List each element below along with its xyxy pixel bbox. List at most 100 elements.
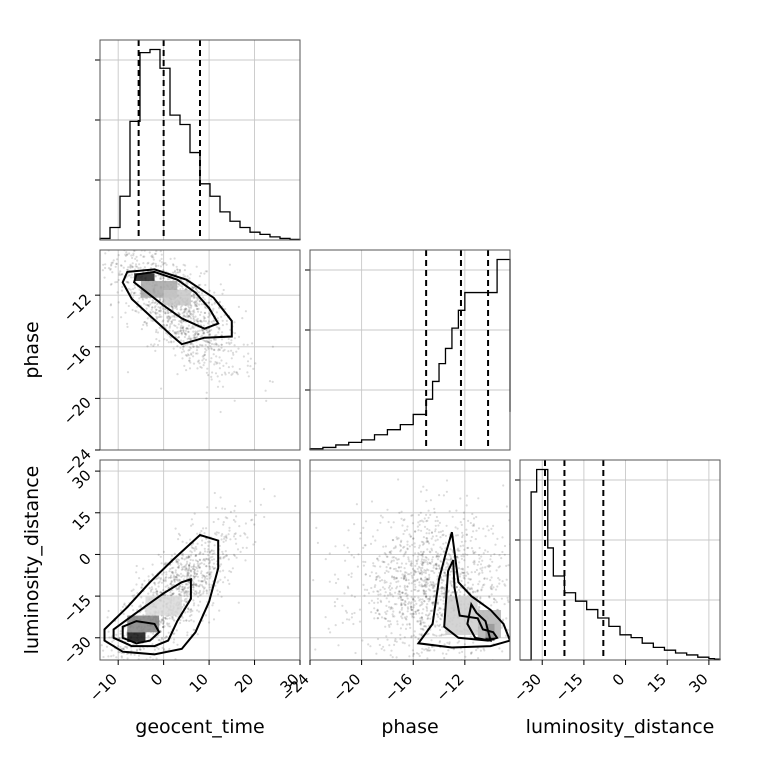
scatter-point bbox=[462, 544, 465, 547]
scatter-point bbox=[208, 583, 211, 586]
scatter-point bbox=[210, 348, 213, 351]
scatter-point bbox=[107, 630, 110, 633]
scatter-point bbox=[187, 556, 190, 559]
scatter-point bbox=[188, 556, 191, 559]
scatter-point bbox=[417, 637, 420, 640]
scatter-point bbox=[249, 365, 252, 368]
scatter-point bbox=[425, 625, 428, 628]
scatter-point bbox=[223, 314, 226, 317]
scatter-point bbox=[183, 308, 186, 311]
scatter-point bbox=[187, 315, 190, 318]
scatter-point bbox=[426, 603, 429, 606]
scatter-point bbox=[442, 574, 445, 578]
scatter-point bbox=[111, 640, 114, 643]
scatter-point bbox=[207, 562, 211, 565]
scatter-point bbox=[367, 592, 370, 595]
scatter-point bbox=[195, 349, 199, 352]
scatter-point bbox=[233, 399, 236, 402]
scatter-point bbox=[192, 583, 195, 586]
scatter-point bbox=[163, 594, 166, 597]
scatter-point bbox=[213, 348, 216, 351]
scatter-point bbox=[329, 631, 332, 634]
scatter-point bbox=[129, 288, 132, 291]
scatter-point bbox=[448, 558, 451, 561]
scatter-point bbox=[461, 531, 464, 534]
scatter-point bbox=[185, 619, 188, 622]
scatter-point bbox=[193, 296, 196, 299]
scatter-point bbox=[426, 548, 429, 551]
scatter-point bbox=[448, 573, 451, 576]
scatter-point bbox=[124, 253, 127, 256]
scatter-point bbox=[333, 605, 337, 608]
scatter-point bbox=[389, 607, 392, 611]
scatter-point bbox=[377, 590, 380, 593]
scatter-point bbox=[181, 285, 184, 288]
scatter-point bbox=[398, 511, 401, 514]
scatter-point bbox=[164, 578, 167, 582]
scatter-point bbox=[179, 329, 182, 332]
scatter-point bbox=[168, 305, 171, 308]
scatter-point bbox=[220, 315, 223, 318]
scatter-point bbox=[107, 267, 111, 270]
scatter-point bbox=[418, 544, 421, 547]
scatter-point bbox=[450, 557, 453, 560]
scatter-point bbox=[381, 560, 384, 563]
scatter-point bbox=[186, 634, 189, 637]
scatter-point bbox=[375, 577, 378, 581]
scatter-point bbox=[118, 272, 121, 275]
scatter-point bbox=[160, 619, 164, 623]
scatter-point bbox=[218, 557, 221, 560]
scatter-point bbox=[430, 609, 433, 612]
scatter-point bbox=[271, 345, 274, 348]
scatter-point bbox=[396, 585, 399, 588]
scatter-point bbox=[409, 563, 412, 567]
scatter-point bbox=[169, 591, 172, 594]
scatter-point bbox=[183, 591, 186, 594]
scatter-point bbox=[213, 363, 216, 366]
scatter-point bbox=[412, 634, 416, 637]
scatter-point bbox=[372, 564, 375, 567]
scatter-point bbox=[480, 569, 484, 572]
scatter-point bbox=[459, 545, 462, 548]
scatter-point bbox=[479, 649, 482, 652]
contour-level-2 bbox=[416, 531, 510, 649]
scatter-point bbox=[115, 633, 118, 636]
scatter-point bbox=[216, 589, 219, 592]
scatter-point bbox=[209, 588, 212, 591]
scatter-point bbox=[429, 609, 432, 613]
scatter-point bbox=[201, 576, 204, 579]
scatter-point bbox=[436, 519, 439, 523]
scatter-point bbox=[394, 591, 397, 594]
scatter-point bbox=[200, 584, 204, 587]
scatter-point bbox=[173, 580, 176, 584]
scatter-point bbox=[167, 319, 170, 322]
scatter-point bbox=[432, 595, 435, 599]
scatter-point bbox=[155, 330, 158, 334]
scatter-point bbox=[202, 364, 205, 367]
scatter-point bbox=[170, 340, 173, 343]
scatter-point bbox=[171, 329, 175, 332]
scatter-point bbox=[427, 600, 430, 603]
scatter-point bbox=[404, 599, 407, 603]
scatter-point bbox=[189, 312, 192, 315]
scatter-point bbox=[139, 648, 142, 651]
scatter-point bbox=[477, 527, 481, 530]
scatter-point bbox=[399, 549, 403, 552]
scatter-point bbox=[433, 649, 436, 652]
scatter-point bbox=[199, 365, 202, 368]
scatter-point bbox=[427, 649, 431, 652]
scatter-point bbox=[417, 596, 420, 599]
scatter-point bbox=[370, 599, 373, 602]
scatter-point bbox=[489, 587, 493, 590]
scatter-point bbox=[195, 305, 198, 308]
scatter-point bbox=[175, 578, 179, 581]
scatter-point bbox=[364, 560, 367, 564]
gridlines bbox=[520, 460, 720, 660]
scatter-point bbox=[426, 648, 429, 651]
scatter-point bbox=[162, 277, 165, 280]
scatter-point bbox=[176, 573, 179, 576]
scatter-point bbox=[385, 597, 388, 600]
scatter-point bbox=[175, 575, 178, 579]
scatter-point bbox=[186, 314, 189, 317]
scatter-point bbox=[244, 533, 247, 536]
